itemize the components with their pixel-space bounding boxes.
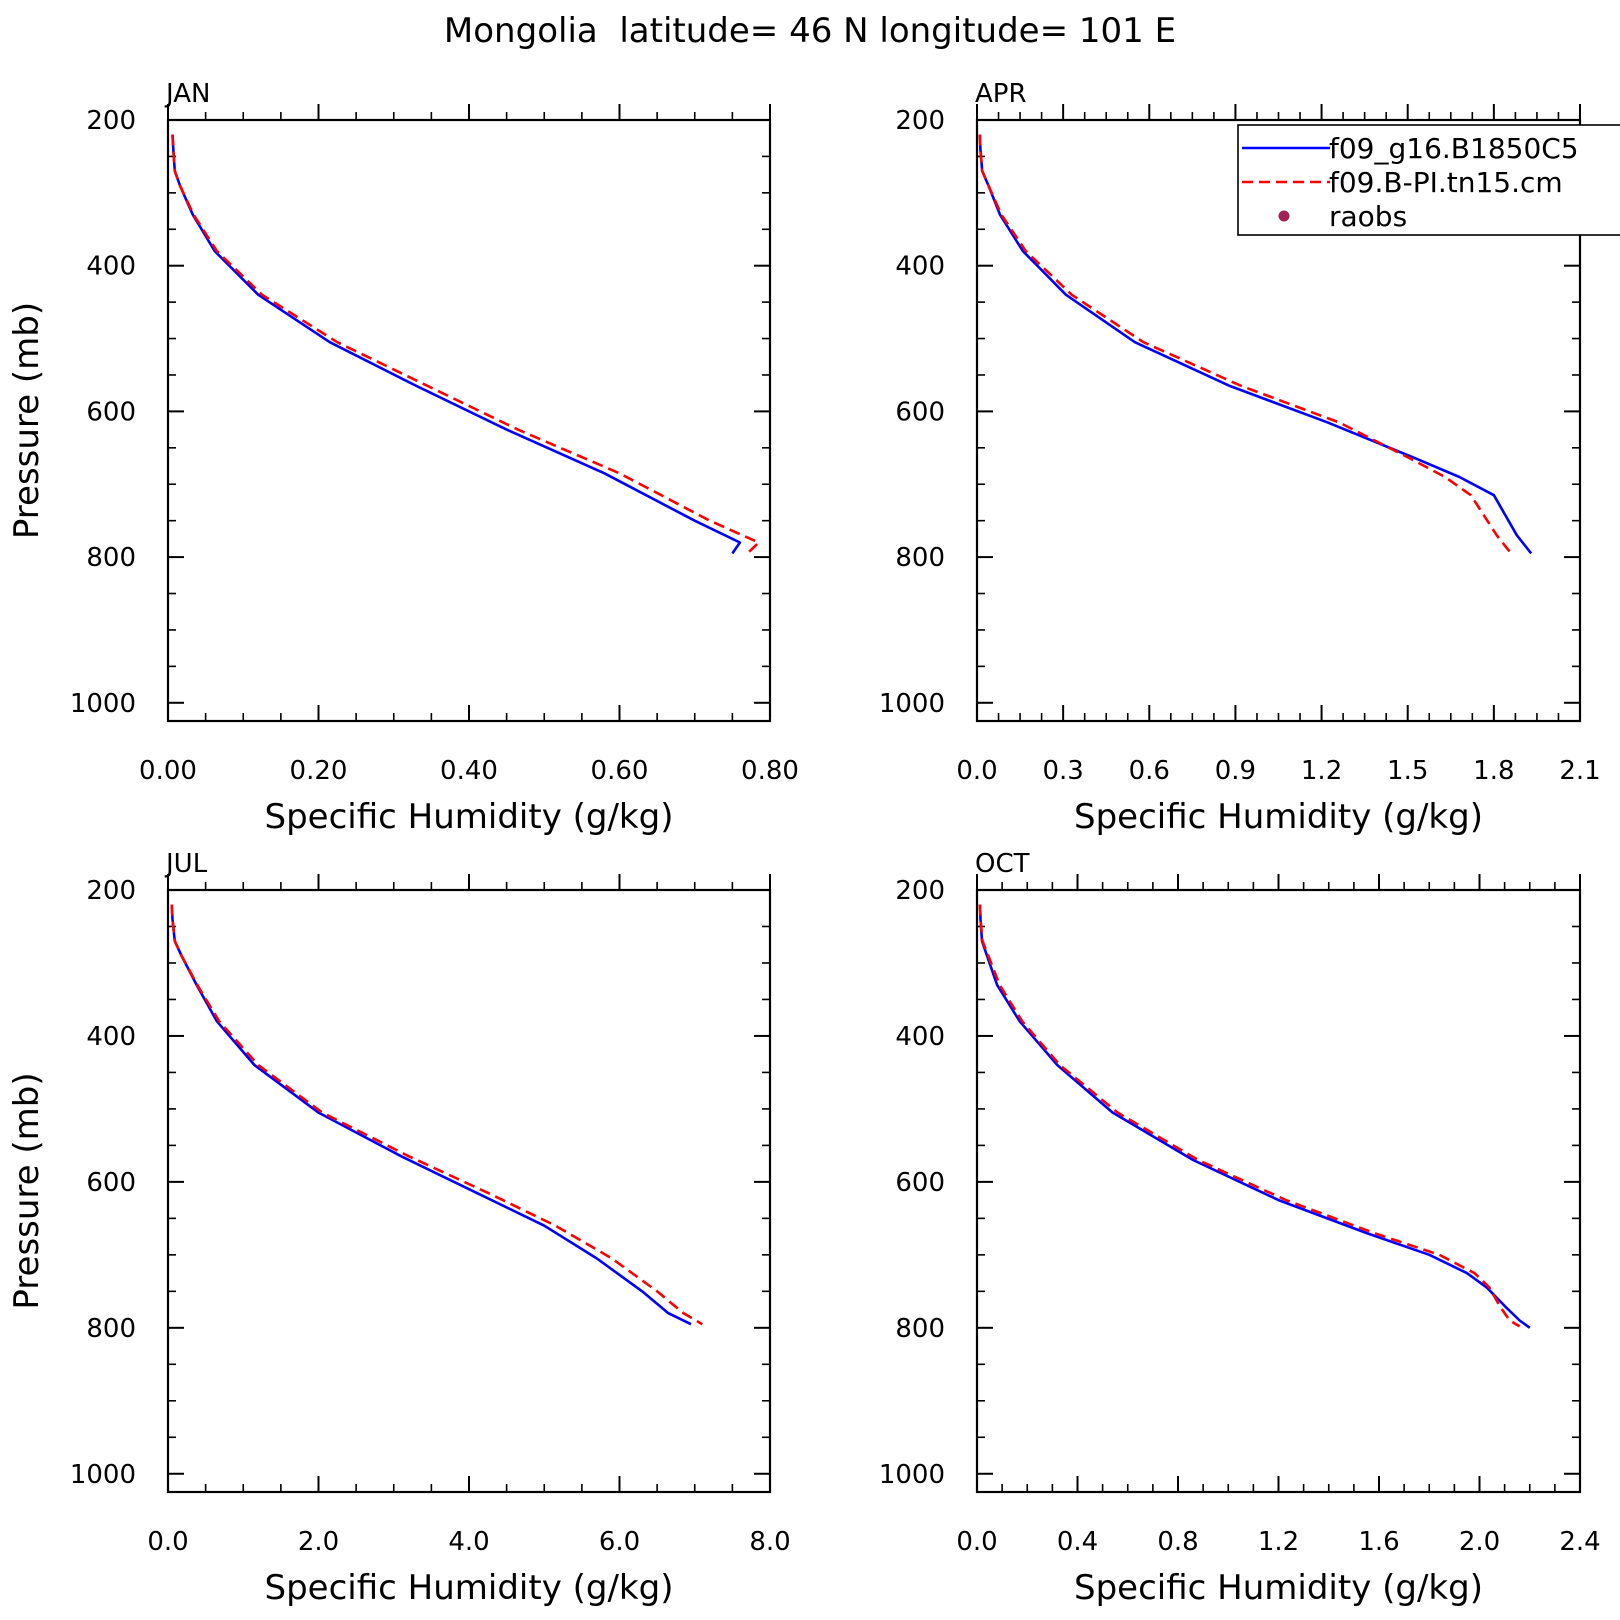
y-tick-label: 800 — [895, 1314, 945, 1344]
y-tick-label: 400 — [86, 252, 136, 282]
series-line-f09-b-pi — [978, 134, 1513, 555]
x-tick-label: 0.8 — [1157, 1527, 1198, 1557]
series-line-f09-b-pi — [978, 904, 1521, 1328]
panel-apr: 0.0 0.3 0.6 0.9 1.2 1.5 1.8 2.1 200 400 600 800 1000… — [879, 79, 1601, 837]
legend-box — [1237, 124, 1620, 236]
y-tick-label: 200 — [86, 106, 136, 136]
y-tick-label: 400 — [895, 1022, 945, 1052]
series-line-f09-g16 — [978, 904, 1531, 1329]
panels: 0.00 0.20 0.40 0.60 0.80 200 400 600 800 1000 JAN S… — [7, 79, 1601, 1608]
legend-label: f09.B-PI.tn15.cm — [1329, 166, 1563, 199]
x-tick-label: 0.80 — [741, 756, 799, 786]
x-tick-label: 0.9 — [1215, 756, 1256, 786]
panel-label: JUL — [164, 849, 208, 879]
x-tick-label: 8.0 — [749, 1527, 790, 1557]
y-tick-label: 600 — [895, 397, 945, 427]
y-tick-label: 600 — [86, 1168, 136, 1198]
y-tick-label: 400 — [895, 252, 945, 282]
x-tick-label: 2.0 — [298, 1527, 339, 1557]
y-axis-label: Pressure (mb) — [7, 1072, 47, 1309]
x-tick-label: 0.00 — [139, 756, 197, 786]
panel-jul: 0.0 2.0 4.0 6.0 8.0 200 400 600 800 1000 JUL Specif… — [7, 849, 791, 1608]
x-tick-label: 0.40 — [440, 756, 498, 786]
panel-oct: 0.0 0.4 0.8 1.2 1.6 2.0 2.4 200 400 600 800 1000 OCT… — [879, 849, 1601, 1608]
y-tick-label: 1000 — [879, 1460, 945, 1490]
x-tick-label: 2.4 — [1559, 1527, 1600, 1557]
x-tick-label: 1.8 — [1473, 756, 1514, 786]
x-tick-label: 4.0 — [448, 1527, 489, 1557]
series-line-f09-b-pi — [170, 904, 703, 1326]
x-tick-label: 0.60 — [591, 756, 649, 786]
y-tick-label: 800 — [895, 543, 945, 573]
x-tick-label: 0.0 — [956, 756, 997, 786]
plot-frame — [166, 118, 772, 723]
panel-label: JAN — [164, 79, 210, 109]
x-tick-label: 0.20 — [290, 756, 348, 786]
x-tick-label: 6.0 — [599, 1527, 640, 1557]
x-tick-label: 1.2 — [1301, 756, 1342, 786]
x-axis-label: Specific Humidity (g/kg) — [265, 1568, 674, 1608]
y-tick-label: 1000 — [879, 689, 945, 719]
x-tick-label: 1.2 — [1258, 1527, 1299, 1557]
x-tick-label: 2.0 — [1459, 1527, 1500, 1557]
panel-jan: 0.00 0.20 0.40 0.60 0.80 200 400 600 800 1000 JAN S… — [7, 79, 799, 837]
series-line-f09-g16 — [170, 904, 692, 1326]
y-tick-label: 800 — [86, 1314, 136, 1344]
x-tick-label: 1.5 — [1387, 756, 1428, 786]
x-axis-label: Specific Humidity (g/kg) — [1074, 1568, 1483, 1608]
plot-frame — [166, 888, 772, 1494]
y-tick-label: 600 — [86, 397, 136, 427]
figure-title: Mongolia latitude= 46 N longitude= 101 E — [444, 11, 1176, 51]
plot-frame — [975, 888, 1582, 1494]
y-tick-label: 200 — [86, 876, 136, 906]
series-line-f09-b-pi — [171, 134, 761, 555]
x-tick-label: 0.6 — [1129, 756, 1170, 786]
x-tick-label: 0.0 — [956, 1527, 997, 1557]
x-axis-label: Specific Humidity (g/kg) — [1074, 797, 1483, 837]
legend-label: raobs — [1329, 200, 1407, 233]
y-tick-label: 200 — [895, 876, 945, 906]
y-tick-label: 1000 — [70, 1460, 136, 1490]
x-tick-label: 1.6 — [1358, 1527, 1399, 1557]
x-tick-label: 0.3 — [1042, 756, 1083, 786]
legend-marker-raobs — [1278, 210, 1290, 222]
x-tick-label: 2.1 — [1559, 756, 1600, 786]
y-axis-label: Pressure (mb) — [7, 302, 47, 539]
y-tick-label: 400 — [86, 1022, 136, 1052]
x-axis-label: Specific Humidity (g/kg) — [265, 797, 674, 837]
y-tick-label: 800 — [86, 543, 136, 573]
y-tick-label: 1000 — [70, 689, 136, 719]
x-tick-label: 0.4 — [1057, 1527, 1098, 1557]
y-tick-label: 600 — [895, 1168, 945, 1198]
panel-label: APR — [975, 79, 1027, 109]
y-tick-label: 200 — [895, 106, 945, 136]
panel-label: OCT — [975, 849, 1030, 879]
legend-label: f09_g16.B1850C5 — [1329, 132, 1579, 165]
x-tick-label: 0.0 — [147, 1527, 188, 1557]
